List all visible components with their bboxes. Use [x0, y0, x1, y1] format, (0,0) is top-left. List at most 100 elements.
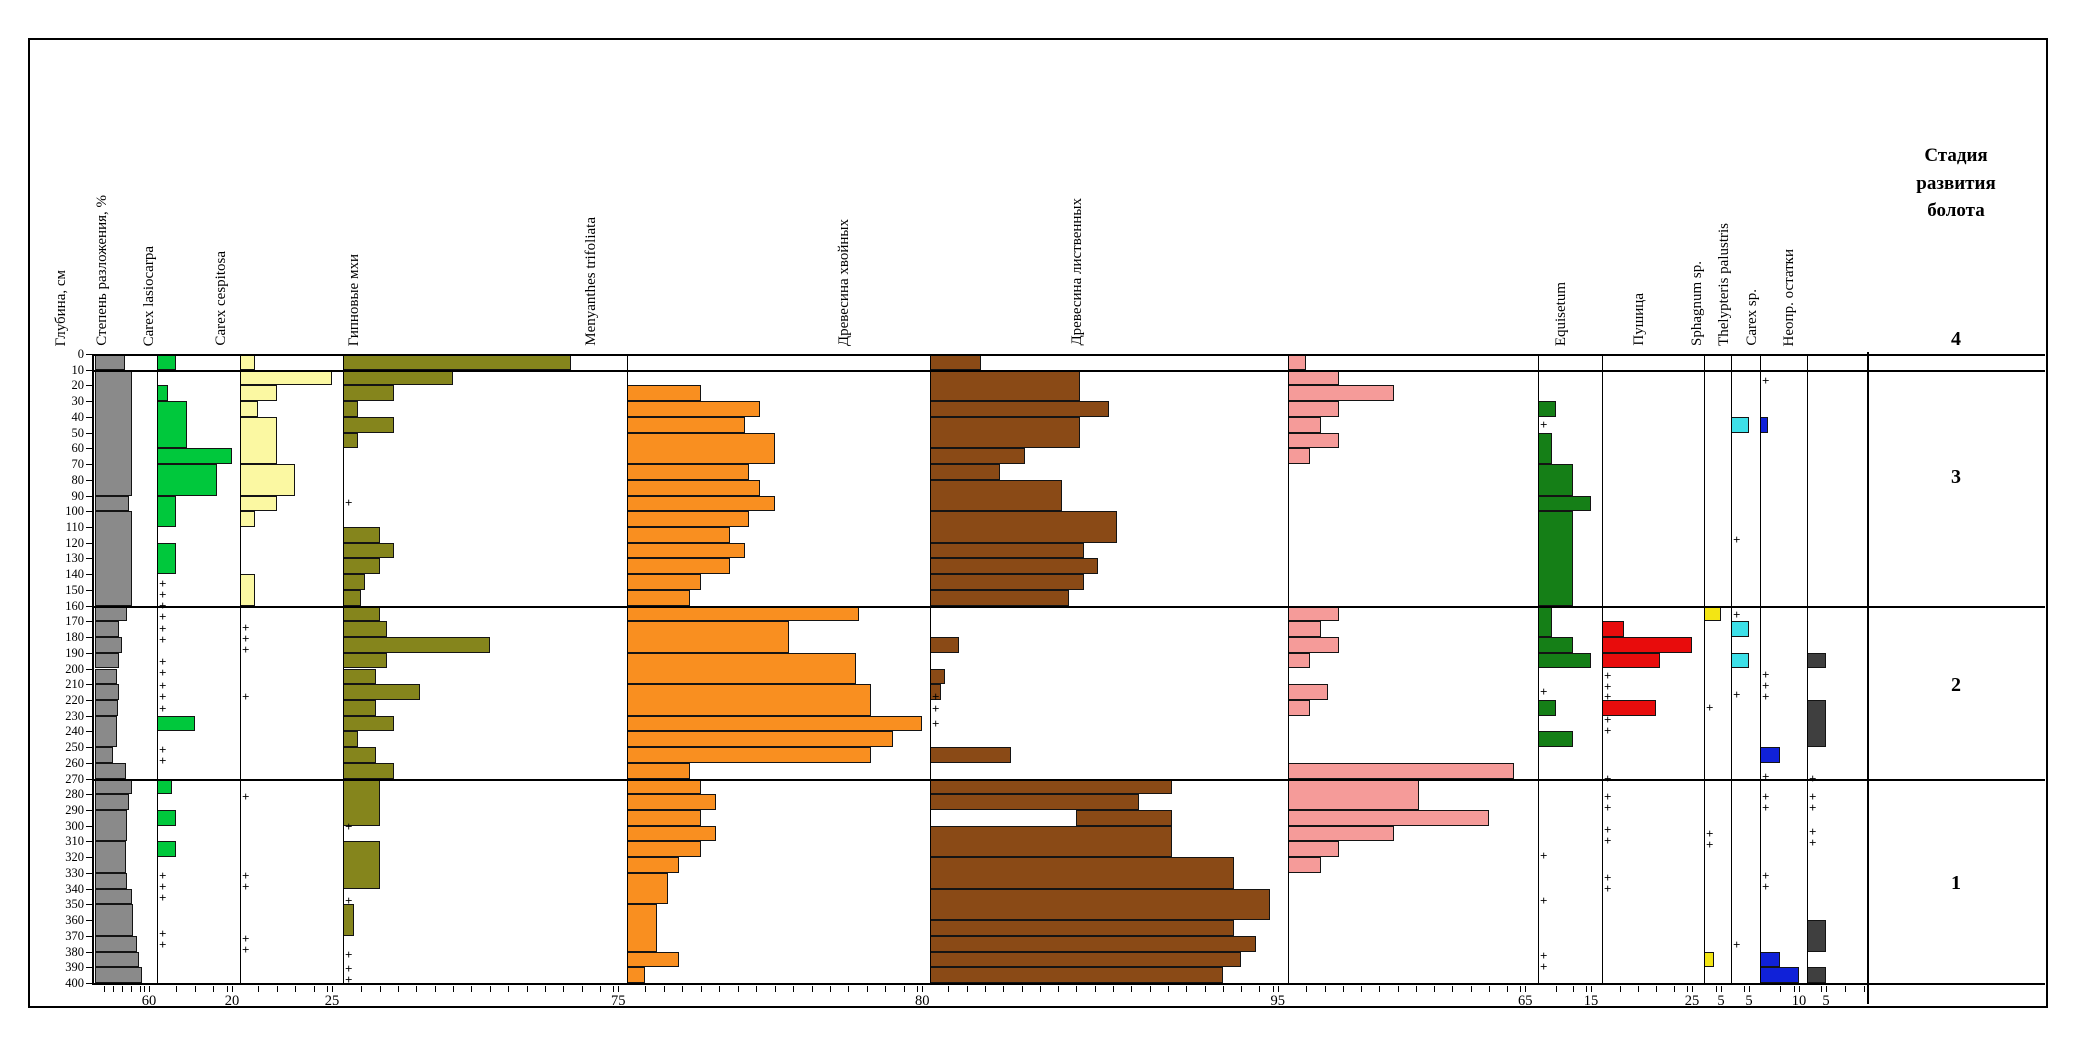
bar-menyanthes-trifoliata	[627, 526, 731, 543]
axis-tick	[1379, 986, 1381, 992]
bar-hypnum-mosses	[343, 574, 366, 590]
plus-mark: +	[1762, 688, 1770, 704]
bar-menyanthes-trifoliata	[627, 385, 701, 402]
bar-decomposition	[95, 794, 130, 811]
bar-menyanthes-trifoliata	[627, 967, 646, 983]
depth-tick-label: 340	[65, 881, 84, 896]
bar-hypnum-mosses	[343, 699, 377, 716]
axis-tick	[613, 986, 615, 992]
stage-label-1: 1	[1951, 872, 1961, 894]
zone-line-270cm	[92, 778, 2045, 781]
axis-tick	[1585, 986, 1587, 992]
axis-tick	[1324, 986, 1326, 992]
axis-tick	[719, 986, 721, 992]
plus-mark: +	[1762, 677, 1770, 693]
plus-mark: +	[159, 677, 167, 693]
plus-mark: +	[1604, 869, 1612, 885]
plus-mark: +	[1733, 531, 1741, 547]
axis-tick	[295, 986, 297, 992]
axis-tick	[1259, 986, 1261, 992]
axis-tick	[663, 986, 665, 992]
bar-conifer-wood	[930, 448, 1026, 465]
bar-conifer-wood	[930, 794, 1139, 811]
depth-tick-label: 120	[65, 535, 84, 550]
axis-tick	[1656, 986, 1657, 992]
depth-tick-label: 160	[65, 598, 84, 613]
depth-tick	[86, 542, 92, 544]
axis-tick	[917, 986, 919, 992]
plus-mark: +	[159, 632, 167, 648]
plus-mark: +	[1733, 937, 1741, 953]
depth-tick-label: 240	[65, 724, 84, 739]
depth-tick	[86, 983, 92, 984]
bar-menyanthes-trifoliata	[627, 464, 749, 480]
bar-deciduous-wood	[1288, 810, 1489, 826]
plus-mark: +	[1604, 723, 1612, 739]
bar-conifer-wood	[930, 416, 1081, 449]
depth-tick	[86, 762, 92, 764]
bar-hypnum-mosses	[343, 354, 571, 370]
plus-mark: +	[1809, 772, 1816, 785]
stage-header-line3: болота	[1927, 200, 1985, 222]
depth-tick-label: 50	[71, 425, 85, 440]
bar-conifer-wood	[930, 888, 1271, 921]
bar-carex-lasiocarpa	[157, 448, 232, 465]
bar-conifer-wood	[930, 558, 1099, 575]
depth-tick	[86, 684, 92, 686]
bar-decomposition	[95, 637, 122, 653]
axis-tick	[1826, 986, 1827, 992]
depth-axis-line	[92, 354, 94, 983]
column-border-sphagnum	[1704, 354, 1705, 983]
plus-mark: +	[159, 868, 167, 884]
bar-decomposition	[95, 652, 120, 669]
plus-mark: +	[159, 701, 167, 717]
bar-menyanthes-trifoliata	[627, 951, 679, 968]
depth-tick	[86, 526, 92, 528]
bar-decomposition	[95, 810, 128, 842]
header-deciduous-wood: Древесина лиственных	[1069, 198, 1085, 346]
bar-decomposition	[95, 935, 138, 952]
depth-tick	[86, 558, 92, 560]
bar-deciduous-wood	[1288, 416, 1321, 433]
axis-tick	[149, 986, 150, 992]
plus-mark: +	[242, 879, 250, 895]
depth-tick-label: 270	[65, 771, 84, 786]
depth-tick-label: 170	[65, 614, 84, 629]
bar-carex-sp	[1760, 951, 1780, 968]
depth-tick	[86, 951, 92, 953]
bar-decomposition	[95, 495, 130, 512]
axis-max-label: 80	[914, 993, 930, 1009]
bar-deciduous-wood	[1288, 385, 1394, 402]
plus-mark: +	[1540, 893, 1548, 909]
depth-tick-label: 280	[65, 787, 84, 802]
bar-hypnum-mosses	[343, 558, 380, 575]
zone-line-10cm	[92, 369, 2045, 372]
bar-carex-sp	[1760, 416, 1768, 433]
axis-tick	[1361, 986, 1362, 992]
depth-tick-label: 90	[71, 488, 85, 503]
bar-carex-cespitosa	[240, 385, 277, 402]
depth-tick-label: 20	[71, 378, 85, 393]
plus-mark: +	[1604, 712, 1612, 728]
bar-carex-lasiocarpa	[157, 715, 195, 732]
header-carex-cespitosa: Carex cespitosa	[213, 251, 229, 346]
bar-hypnum-mosses	[343, 715, 395, 732]
stage-label-3: 3	[1951, 466, 1961, 488]
axis-tick	[1003, 986, 1005, 992]
axis-tick	[756, 986, 758, 992]
bar-equisetum	[1538, 699, 1556, 716]
bar-conifer-wood	[930, 668, 945, 685]
depth-tick	[86, 369, 92, 371]
depth-tick-label: 300	[65, 818, 84, 833]
bar-conifer-wood	[930, 825, 1172, 858]
bar-carex-cespitosa	[240, 369, 332, 386]
depth-tick-label: 0	[77, 347, 84, 361]
header-hypnum-mosses: Гипновые мхи	[346, 253, 362, 346]
axis-tick	[1094, 986, 1096, 992]
depth-tick	[86, 621, 92, 623]
bar-deciduous-wood	[1288, 401, 1340, 417]
axis-tick	[984, 986, 986, 992]
axis-tick	[140, 986, 141, 992]
axis-tick	[903, 986, 905, 992]
bar-thelypteris-palustris	[1731, 621, 1749, 638]
